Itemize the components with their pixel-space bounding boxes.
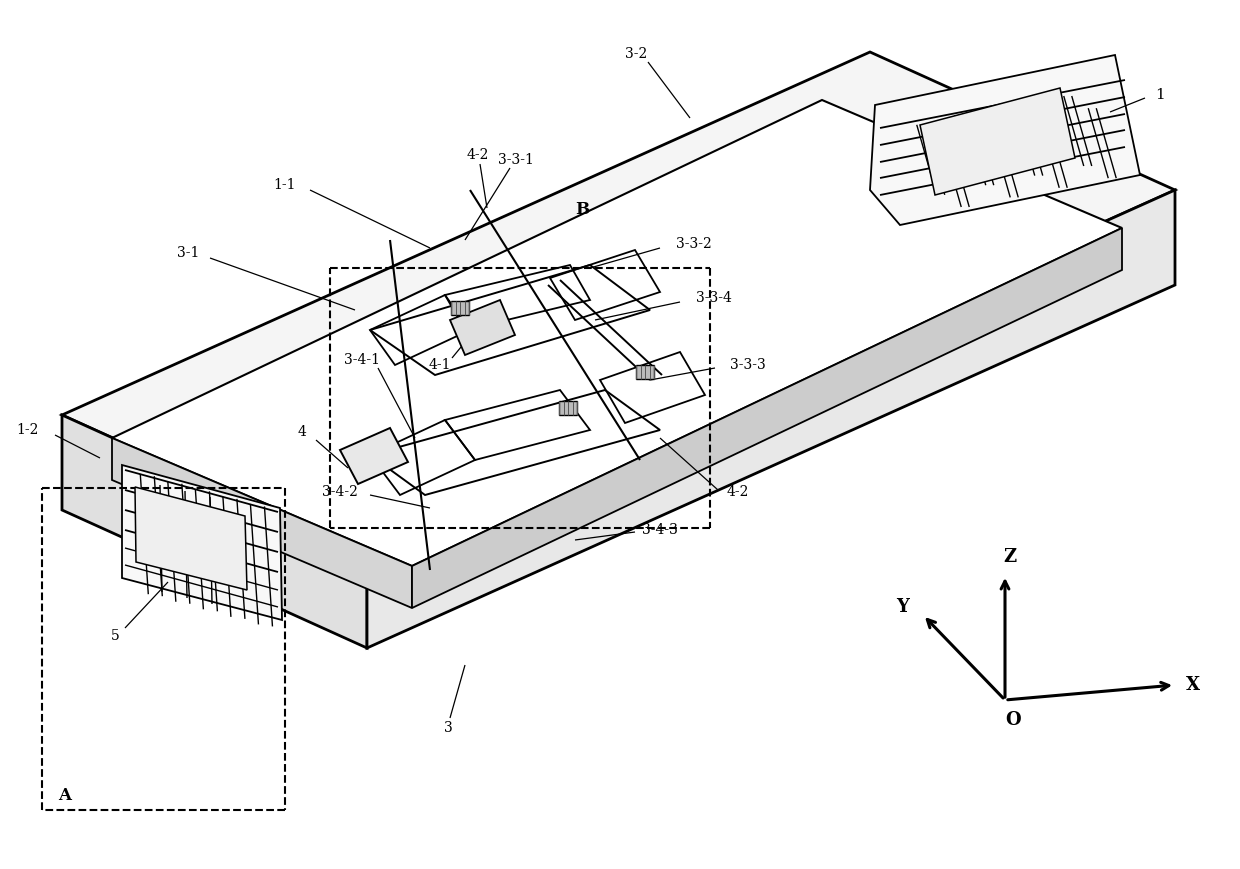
Polygon shape (367, 190, 1176, 648)
Polygon shape (636, 365, 653, 379)
Text: Y: Y (897, 598, 909, 616)
Text: 4: 4 (298, 425, 306, 439)
Text: Z: Z (1003, 548, 1017, 566)
Text: A: A (58, 786, 72, 804)
Polygon shape (112, 438, 412, 608)
Text: 3: 3 (444, 721, 453, 735)
Text: 1-2: 1-2 (17, 423, 40, 437)
Polygon shape (340, 428, 408, 484)
Text: 3-3-2: 3-3-2 (676, 237, 712, 251)
Text: O: O (1006, 711, 1021, 729)
Text: 3-2: 3-2 (625, 47, 647, 61)
Text: 3-4-1: 3-4-1 (343, 353, 379, 367)
Polygon shape (135, 487, 247, 590)
Text: 4-2: 4-2 (466, 148, 490, 162)
Polygon shape (112, 100, 1122, 566)
Text: B: B (575, 202, 589, 218)
Text: 4-1: 4-1 (429, 358, 451, 372)
Polygon shape (870, 55, 1140, 225)
Polygon shape (450, 300, 515, 355)
Text: 3-3-4: 3-3-4 (696, 291, 732, 305)
Text: 3-3-1: 3-3-1 (498, 153, 534, 167)
Text: 5: 5 (110, 629, 119, 643)
Text: 3-4-2: 3-4-2 (322, 485, 358, 499)
Polygon shape (62, 415, 367, 648)
Polygon shape (122, 465, 281, 620)
Text: 1: 1 (1156, 88, 1164, 102)
Text: 4-2: 4-2 (727, 485, 749, 499)
Text: 3-3-3: 3-3-3 (730, 358, 766, 372)
Text: X: X (1185, 676, 1200, 694)
Polygon shape (412, 228, 1122, 608)
Polygon shape (559, 401, 577, 415)
Text: 3-1: 3-1 (177, 246, 200, 260)
Text: 1-1: 1-1 (274, 178, 296, 192)
Polygon shape (62, 52, 1176, 553)
Polygon shape (451, 301, 469, 315)
Polygon shape (920, 88, 1075, 195)
Text: 3-4-3: 3-4-3 (642, 523, 678, 537)
